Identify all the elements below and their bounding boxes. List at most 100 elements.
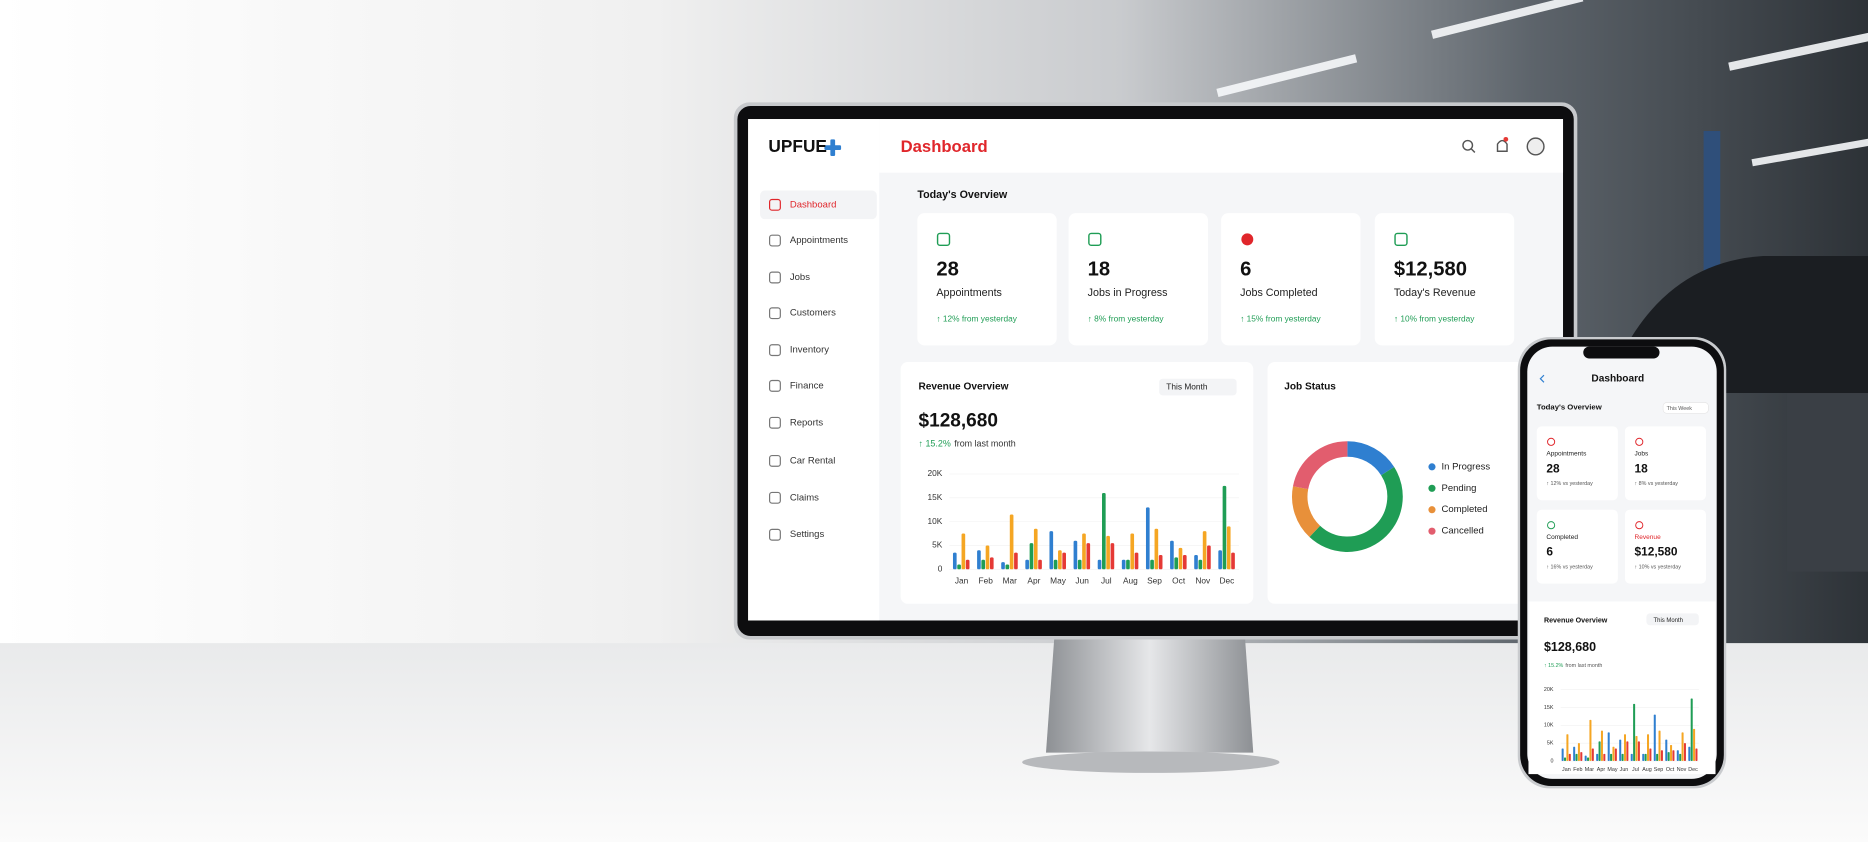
bar — [1566, 734, 1569, 762]
panel-title: Revenue Overview — [919, 382, 1009, 393]
bar — [1062, 552, 1066, 570]
phone-revenue-total: $128,680 — [1544, 640, 1596, 654]
card-value: 28 — [936, 259, 959, 281]
bar — [1679, 753, 1682, 762]
bar — [1610, 753, 1613, 762]
legend-dot — [1428, 527, 1436, 535]
bar — [1198, 559, 1203, 570]
nav-icon — [769, 198, 781, 211]
bar — [1073, 540, 1078, 570]
bar — [1121, 559, 1126, 570]
bar — [1658, 730, 1661, 762]
bar — [1642, 753, 1645, 762]
nav-item[interactable]: Settings — [790, 529, 825, 540]
bar — [1174, 557, 1179, 570]
bar — [1676, 750, 1679, 762]
bar — [1049, 531, 1054, 570]
card-change: ↑ 8% from yesterday — [1088, 313, 1165, 323]
card-change: ↑ 12% from yesterday — [936, 313, 1017, 323]
revenue-change-note: from last month — [954, 439, 1016, 449]
bar — [1150, 559, 1154, 570]
period-label: This Month — [1166, 381, 1208, 391]
phone-revenue-period[interactable] — [1646, 613, 1699, 626]
nav-item[interactable]: Dashboard — [790, 199, 837, 210]
x-tick-label: Feb — [1573, 767, 1582, 773]
nav-item[interactable]: Jobs — [790, 272, 810, 283]
bar — [1058, 550, 1062, 570]
phone-period: This Week — [1667, 406, 1693, 412]
bar — [1009, 514, 1014, 570]
bar — [1623, 734, 1627, 762]
nav-item[interactable]: Claims — [790, 492, 819, 503]
bar — [1598, 741, 1601, 762]
phone-card-value: 6 — [1546, 545, 1553, 559]
period-select[interactable] — [1159, 378, 1237, 396]
bar — [1612, 746, 1615, 762]
bar — [1182, 554, 1187, 570]
x-tick-label: Dec — [1220, 575, 1235, 585]
bar — [1635, 736, 1638, 762]
phone-period-label: This Month — [1654, 618, 1683, 624]
x-tick-label: Oct — [1666, 767, 1675, 773]
phone-card-icon — [1635, 521, 1644, 530]
nav-item[interactable]: Customers — [790, 308, 836, 319]
legend-dot — [1428, 484, 1436, 492]
bar — [1633, 703, 1636, 762]
donut-segment — [1292, 486, 1321, 537]
x-tick-label: Feb — [978, 575, 993, 585]
bar — [1665, 739, 1668, 762]
bar — [1683, 743, 1686, 762]
topbar-icons — [1462, 137, 1545, 156]
bar — [1637, 741, 1640, 762]
bar — [1580, 752, 1583, 762]
bar — [1082, 533, 1086, 570]
nav-item[interactable]: Inventory — [790, 345, 829, 356]
nav-item[interactable]: Appointments — [790, 235, 848, 246]
x-tick-label: Nov — [1677, 767, 1687, 773]
bar — [1154, 528, 1159, 570]
phone-card — [1536, 426, 1618, 501]
phone-card-value: 28 — [1546, 461, 1560, 475]
nav-icon — [769, 234, 781, 247]
legend-label: Completed — [1442, 504, 1488, 515]
phone-card-icon — [1635, 437, 1644, 446]
bar — [985, 545, 990, 570]
bar — [1231, 552, 1235, 570]
bar — [1145, 507, 1150, 570]
x-tick-label: Jul — [1101, 575, 1112, 585]
overview-card — [1068, 213, 1209, 346]
x-tick-label: Dec — [1688, 767, 1698, 773]
bar — [1102, 493, 1106, 570]
nav-item[interactable]: Finance — [790, 380, 824, 391]
overview-card — [1374, 213, 1515, 346]
bar — [1561, 748, 1564, 762]
bar — [977, 550, 981, 570]
phone-revenue-change: ↑ 15.2% — [1544, 663, 1564, 669]
nav-item[interactable]: Car Rental — [790, 455, 835, 466]
x-tick-label: Jan — [955, 575, 969, 585]
phone-panel-title: Revenue Overview — [1544, 616, 1608, 624]
nav-icon — [769, 344, 781, 357]
nav-item[interactable]: Reports — [790, 417, 824, 428]
phone-revenue-change-note: from last month — [1565, 663, 1602, 669]
phone-period-select[interactable] — [1662, 402, 1709, 414]
bar — [1621, 753, 1624, 762]
bar — [965, 559, 970, 570]
bar — [1630, 753, 1633, 762]
phone-back-icon[interactable] — [1539, 374, 1545, 383]
phone-card-value: 18 — [1635, 461, 1649, 475]
bar — [1202, 531, 1207, 570]
nav-icon — [769, 491, 781, 504]
bar — [1218, 550, 1222, 570]
bar — [1600, 730, 1603, 762]
card-value: 18 — [1088, 259, 1111, 281]
x-tick-label: Mar — [1003, 575, 1018, 585]
bar — [1564, 757, 1567, 762]
bar — [957, 564, 961, 570]
bar — [1577, 743, 1580, 762]
phone-card-label: Completed — [1546, 534, 1578, 541]
x-tick-label: Sep — [1654, 767, 1664, 773]
x-tick-label: Apr — [1597, 767, 1606, 773]
phone-card — [1624, 426, 1706, 501]
